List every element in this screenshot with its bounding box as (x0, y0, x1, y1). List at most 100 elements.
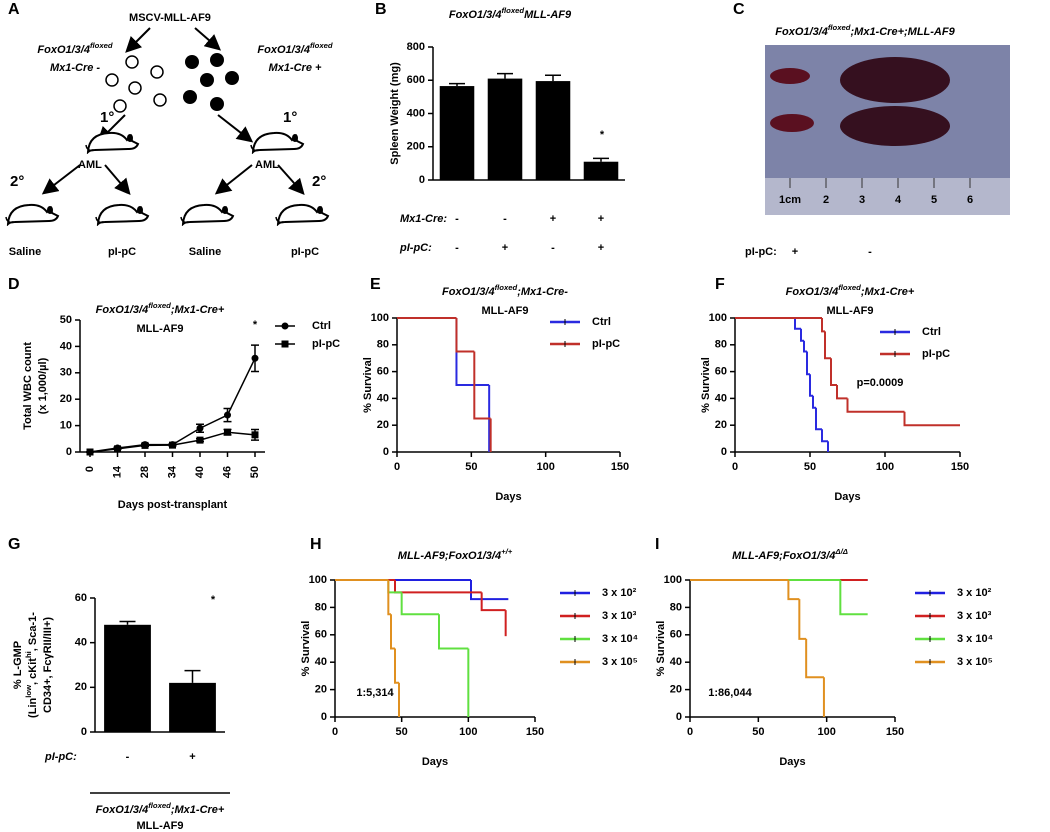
text-part: floxed (495, 283, 518, 292)
photo-title: FoxO1/3/4floxed;Mx1-Cre+;MLL-AF9 (775, 23, 955, 38)
x-tick-label: 0 (394, 461, 400, 473)
y-axis-label: (Linlow, cKithi, Sca-1- (24, 612, 39, 718)
text-part: ;Mx1-Cre- (517, 286, 568, 298)
x-tick-label: 0 (732, 461, 738, 473)
chart-title: MLL-AF9;FoxO1/3/4Δ/Δ (732, 547, 848, 562)
x-tick-label: 50 (396, 726, 408, 738)
text-part: FoxO1/3/4 (449, 9, 502, 21)
survival-step (798, 599, 807, 640)
text-part: floxed (148, 801, 171, 810)
genotype-label: FoxO1/3/4floxed (37, 41, 113, 56)
survival-step (830, 358, 837, 386)
y-tick-label: 200 (407, 141, 425, 153)
bar (535, 81, 571, 180)
text-part: hi (24, 651, 33, 658)
legend-label: 3 x 10² (957, 587, 992, 599)
legend-label: 3 x 10⁴ (602, 633, 638, 645)
legend-label: 3 x 10⁴ (957, 633, 993, 645)
survival-step (821, 429, 828, 443)
panel-c: FoxO1/3/4floxed;Mx1-Cre+;MLL-AF9 pI-pC: … (745, 23, 1010, 258)
error-bar (545, 74, 561, 82)
y-axis-label: % Survival (300, 621, 312, 677)
spleen (840, 106, 950, 146)
survival-step (821, 318, 825, 333)
legend-label: Ctrl (592, 316, 611, 328)
survival-step (836, 385, 848, 400)
treatment-label: pI-pC (291, 246, 319, 258)
text-part: , cKit (27, 658, 39, 685)
row-label: pI-pC: (745, 246, 777, 258)
survival-step (824, 331, 831, 360)
survival-step (794, 318, 801, 330)
survival-step (480, 592, 506, 612)
text-part: +/+ (501, 547, 513, 556)
error-bar (449, 82, 465, 87)
y-tick-label: 20 (670, 684, 682, 696)
y-tick-label: 20 (377, 419, 389, 431)
x-tick-label: 150 (611, 461, 629, 473)
error-bar (497, 72, 513, 79)
text-part: floxed (828, 23, 851, 32)
text-part: Δ/Δ (834, 547, 847, 556)
text-part: floxed (90, 41, 113, 50)
y-tick-label: 400 (407, 107, 425, 119)
point (196, 424, 204, 432)
x-tick-label: 100 (817, 726, 835, 738)
point (114, 445, 121, 453)
x-axis-label: Days (495, 491, 521, 503)
text-part: floxed (148, 301, 171, 310)
y-tick-label: 80 (715, 339, 727, 351)
spleen (770, 114, 814, 132)
legend-label: 3 x 10³ (957, 610, 992, 622)
text-part: , Sca-1- (27, 612, 39, 651)
text-part: FoxO1/3/4 (37, 44, 90, 56)
y-tick-label: 0 (66, 446, 72, 458)
legend-label: Ctrl (922, 326, 941, 338)
panel-label: G (8, 536, 20, 553)
condition-label: Mx1-Cre: (400, 213, 447, 225)
genotype-label: FoxO1/3/4floxed (257, 41, 333, 56)
y-tick-label: 0 (321, 711, 327, 723)
survival-step (394, 580, 482, 594)
y-axis-label: % Survival (362, 357, 374, 413)
chart-title: FoxO1/3/4floxed;Mx1-Cre+ (96, 301, 225, 316)
condition-value: + (189, 751, 195, 763)
y-tick-label: 80 (315, 601, 327, 613)
text-part: ;Mx1-Cre+;MLL-AF9 (851, 26, 956, 38)
condition-value: + (502, 242, 508, 254)
chart-subtitle: MLL-AF9 (481, 305, 528, 317)
y-tick-label: 0 (721, 446, 727, 458)
x-axis-label: Days post-transplant (118, 499, 228, 511)
y-tick-label: 20 (315, 684, 327, 696)
y-tick-label: 40 (670, 656, 682, 668)
y-tick-label: 20 (715, 419, 727, 431)
spleen (840, 57, 950, 103)
legend-label: pI-pC (312, 338, 340, 350)
x-tick-label: 28 (139, 466, 151, 478)
x-tick-label: 14 (111, 465, 123, 478)
x-tick-label: 100 (459, 726, 477, 738)
chart-title: FoxO1/3/4floxed;Mx1-Cre- (442, 283, 568, 298)
survival-step (805, 638, 824, 679)
text-part: FoxO1/3/4 (96, 804, 149, 816)
bar (487, 78, 523, 180)
survival-step (787, 580, 800, 601)
y-tick-label: 0 (81, 726, 87, 738)
x-tick-label: 150 (886, 726, 904, 738)
ruler-label: 5 (931, 194, 937, 206)
text-part: FoxO1/3/4 (96, 304, 149, 316)
text-part: floxed (501, 6, 524, 15)
survival-step (803, 340, 807, 353)
condition-value: - (503, 213, 507, 225)
x-tick-label: 100 (876, 461, 894, 473)
condition-value: - (455, 213, 459, 225)
chart-subtitle: MLL-AF9 (136, 323, 183, 335)
survival-step (809, 374, 813, 397)
error-bar (593, 157, 609, 162)
y-tick-label: 40 (75, 637, 87, 649)
text-part: MLL-AF9 (524, 9, 572, 21)
row-value: - (868, 246, 872, 258)
legend-label: 3 x 10⁵ (957, 656, 993, 668)
legend-label: 3 x 10⁵ (602, 656, 638, 668)
survival-step (800, 328, 804, 342)
